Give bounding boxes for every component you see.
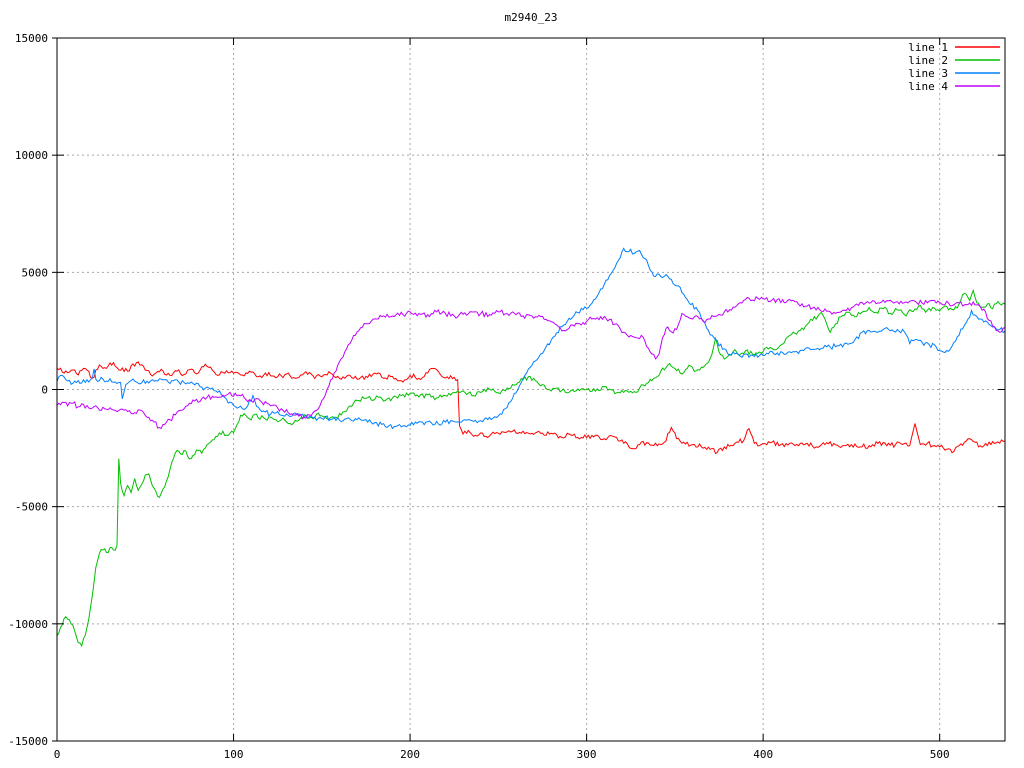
- x-tick-label: 0: [54, 748, 61, 761]
- y-tick-label: 5000: [22, 266, 49, 279]
- series-line-3: [56, 247, 1006, 430]
- y-tick-label: 15000: [15, 32, 48, 45]
- x-tick-label: 100: [224, 748, 244, 761]
- y-tick-label: -15000: [8, 735, 48, 748]
- x-tick-label: 200: [400, 748, 420, 761]
- chart-title: m2940_23: [504, 11, 558, 24]
- series-line-4: [56, 295, 1006, 430]
- legend-label: line 3: [908, 67, 948, 80]
- series-line-1: [56, 361, 1006, 455]
- y-tick-label: -10000: [8, 618, 48, 631]
- legend-label: line 4: [908, 80, 948, 93]
- legend-label: line 1: [908, 41, 948, 54]
- legend-label: line 2: [908, 54, 948, 67]
- x-tick-label: 500: [930, 748, 950, 761]
- y-tick-label: -5000: [15, 501, 48, 514]
- x-tick-label: 300: [577, 748, 597, 761]
- x-tick-label: 400: [753, 748, 773, 761]
- y-tick-label: 10000: [15, 149, 48, 162]
- y-tick-label: 0: [41, 384, 48, 397]
- series-line-2: [56, 288, 1006, 648]
